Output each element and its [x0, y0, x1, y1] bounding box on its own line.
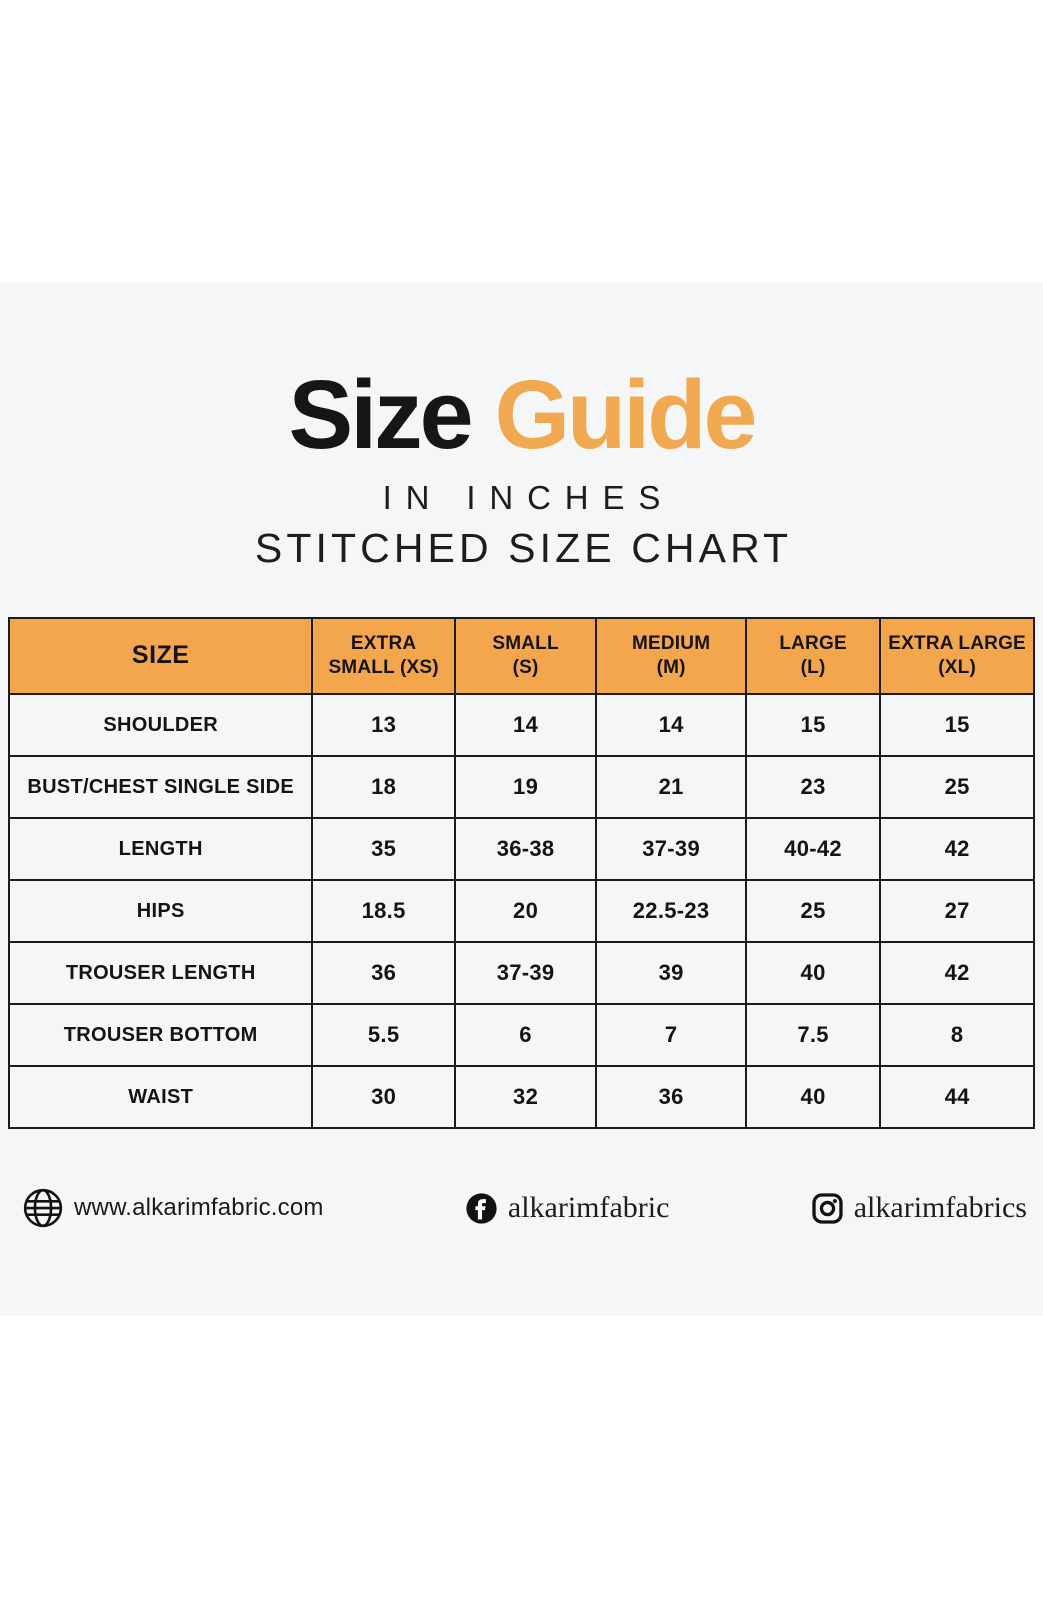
- measurement-value-cell: 21: [595, 755, 747, 819]
- col-header: SMALL (S): [453, 617, 598, 695]
- table-row: TROUSER BOTTOM 5.5 6 7 7.5 8: [7, 1003, 1035, 1067]
- globe-icon: [23, 1188, 63, 1228]
- title-word-size: Size: [288, 360, 474, 469]
- measurement-value-cell: 6: [453, 1003, 598, 1067]
- measurement-value-cell: 32: [453, 1065, 598, 1129]
- col-header: EXTRA SMALL (XS): [311, 617, 456, 695]
- subtitle-chart-name: STITCHED SIZE CHART: [254, 525, 793, 571]
- col-header: MEDIUM (M): [595, 617, 747, 695]
- measurement-value-cell: 36-38: [453, 817, 598, 881]
- measurement-value-cell: 13: [311, 693, 456, 757]
- measurement-value-cell: 37-39: [453, 941, 598, 1005]
- measurement-label-cell: HIPS: [7, 879, 314, 943]
- table-row: SHOULDER 13 14 14 15 15: [7, 693, 1035, 757]
- measurement-value-cell: 14: [453, 693, 598, 757]
- instagram-handle: alkarimfabrics: [853, 1191, 1027, 1224]
- page-title: Size Guide: [0, 366, 1043, 463]
- header-row: SIZE EXTRA SMALL (XS) SMALL (S) MEDIUM (M) L…: [7, 617, 1035, 695]
- measurement-label-cell: LENGTH: [7, 817, 314, 881]
- measurement-value-cell: 42: [879, 941, 1035, 1005]
- measurement-label-cell: WAIST: [7, 1065, 314, 1129]
- measurement-value-cell: 15: [879, 693, 1035, 757]
- table-row: LENGTH 35 36-38 37-39 40-42 42: [7, 817, 1035, 881]
- footer-website: www.alkarimfabric.com: [22, 1187, 324, 1229]
- measurement-label-cell: BUST/CHEST SINGLE SIDE: [7, 755, 314, 819]
- measurement-value-cell: 14: [595, 693, 747, 757]
- measurement-value-cell: 7.5: [744, 1003, 882, 1067]
- footer-facebook: alkarimfabric: [465, 1191, 670, 1225]
- size-table-body: SHOULDER 13 14 14 15 15 BUST/CHEST SINGLE SIDE…: [7, 693, 1035, 1129]
- measurement-label-cell: SHOULDER: [7, 693, 314, 757]
- measurement-value-cell: 35: [311, 817, 456, 881]
- instagram-icon: [812, 1192, 843, 1224]
- measurement-value-cell: 37-39: [595, 817, 747, 881]
- col-header-size: SIZE: [7, 617, 314, 695]
- measurement-value-cell: 19: [453, 755, 598, 819]
- measurement-value-cell: 15: [744, 693, 882, 757]
- measurement-value-cell: 5.5: [311, 1003, 456, 1067]
- title-block: Size Guide IN INCHES STITCHED SIZE CHART: [0, 366, 1043, 572]
- measurement-label-cell: TROUSER LENGTH: [7, 941, 314, 1005]
- measurement-value-cell: 23: [744, 755, 882, 819]
- measurement-value-cell: 25: [879, 755, 1035, 819]
- size-table: SIZE EXTRA SMALL (XS) SMALL (S) MEDIUM (M) L…: [7, 617, 1035, 1129]
- website-url: www.alkarimfabric.com: [74, 1194, 324, 1221]
- measurement-value-cell: 40: [744, 941, 882, 1005]
- measurement-value-cell: 42: [879, 817, 1035, 881]
- facebook-icon: [466, 1192, 497, 1224]
- measurement-value-cell: 7: [595, 1003, 747, 1067]
- footer-instagram: alkarimfabrics: [811, 1191, 1027, 1225]
- title-word-guide: Guide: [494, 360, 758, 469]
- measurement-value-cell: 8: [879, 1003, 1035, 1067]
- measurement-value-cell: 30: [311, 1065, 456, 1129]
- table-row: WAIST 30 32 36 40 44: [7, 1065, 1035, 1129]
- col-header: LARGE (L): [744, 617, 882, 695]
- col-header: EXTRA LARGE (XL): [879, 617, 1035, 695]
- table-row: HIPS 18.5 20 22.5-23 25 27: [7, 879, 1035, 943]
- measurement-value-cell: 36: [595, 1065, 747, 1129]
- measurement-value-cell: 36: [311, 941, 456, 1005]
- measurement-value-cell: 40-42: [744, 817, 882, 881]
- footer: www.alkarimfabric.com alkarimfabric alka…: [0, 1178, 1043, 1238]
- size-table-header: SIZE EXTRA SMALL (XS) SMALL (S) MEDIUM (M) L…: [7, 617, 1035, 695]
- measurement-value-cell: 44: [879, 1065, 1035, 1129]
- measurement-value-cell: 25: [744, 879, 882, 943]
- table-row: BUST/CHEST SINGLE SIDE 18 19 21 23 25: [7, 755, 1035, 819]
- facebook-handle: alkarimfabric: [507, 1191, 670, 1224]
- table-row: TROUSER LENGTH 36 37-39 39 40 42: [7, 941, 1035, 1005]
- measurement-value-cell: 39: [595, 941, 747, 1005]
- measurement-value-cell: 18.5: [311, 879, 456, 943]
- measurement-value-cell: 40: [744, 1065, 882, 1129]
- measurement-value-cell: 20: [453, 879, 598, 943]
- measurement-label-cell: TROUSER BOTTOM: [7, 1003, 314, 1067]
- measurement-value-cell: 27: [879, 879, 1035, 943]
- measurement-value-cell: 22.5-23: [595, 879, 747, 943]
- measurement-value-cell: 18: [311, 755, 456, 819]
- subtitle-units: IN INCHES: [382, 479, 675, 516]
